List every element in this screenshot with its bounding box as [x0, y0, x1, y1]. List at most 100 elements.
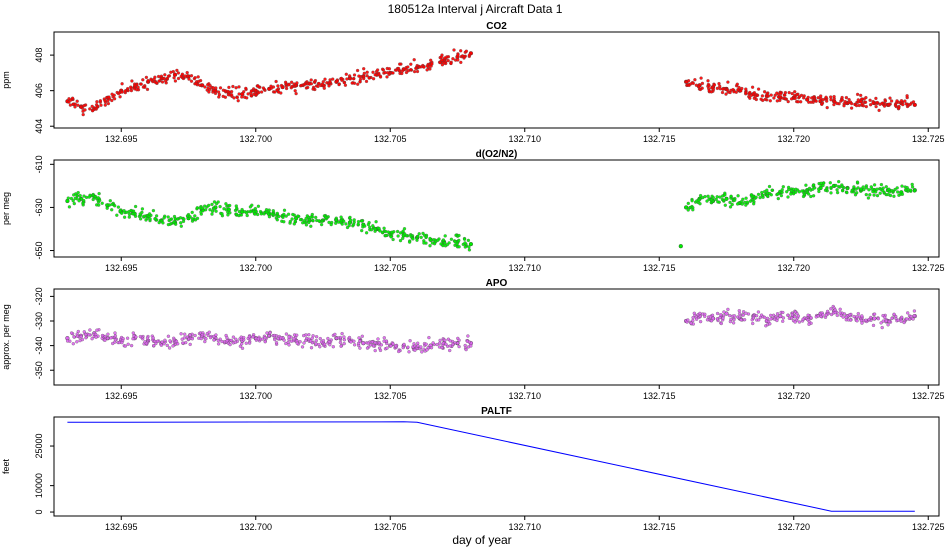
noise-point — [379, 343, 384, 347]
noise-point — [766, 94, 770, 98]
noise-point — [868, 193, 872, 197]
x-tick-label: 132.705 — [374, 134, 407, 144]
noise-point — [466, 334, 470, 338]
noise-point — [391, 342, 395, 346]
noise-point — [348, 77, 353, 81]
noise-point — [464, 49, 469, 53]
noise-point — [911, 100, 916, 104]
noise-point — [77, 199, 81, 203]
noise-point — [825, 105, 829, 110]
noise-point — [466, 238, 471, 243]
noise-point — [381, 68, 386, 72]
noise-point — [745, 200, 749, 204]
noise-point — [694, 317, 699, 321]
noise-point — [312, 80, 317, 84]
noise-point — [120, 340, 124, 345]
noise-point — [386, 71, 390, 75]
noise-point — [871, 323, 876, 328]
noise-point — [856, 186, 860, 190]
noise-point — [151, 336, 155, 340]
noise-point — [304, 223, 309, 227]
noise-point — [781, 185, 785, 189]
noise-point — [419, 235, 423, 240]
noise-point — [789, 316, 794, 320]
noise-point — [448, 348, 452, 353]
noise-point — [344, 72, 348, 76]
noise-point — [179, 74, 183, 79]
noise-point — [700, 81, 705, 86]
noise-point — [94, 335, 98, 339]
noise-point — [309, 346, 314, 350]
panel-title: d(O2/N2) — [476, 149, 518, 160]
noise-point — [362, 76, 366, 81]
noise-point — [272, 333, 277, 338]
noise-point — [371, 70, 375, 74]
noise-point — [208, 335, 213, 340]
noise-point — [900, 192, 905, 196]
noise-point — [254, 92, 258, 97]
noise-point — [371, 344, 376, 348]
noise-point — [905, 94, 909, 98]
noise-point — [145, 87, 150, 92]
noise-point — [109, 336, 113, 340]
noise-point — [726, 80, 730, 84]
noise-point — [758, 195, 762, 200]
noise-point — [868, 103, 873, 107]
noise-point — [751, 316, 756, 320]
noise-point — [188, 215, 192, 219]
noise-point — [883, 99, 888, 103]
noise-point — [126, 86, 130, 91]
noise-point — [144, 75, 149, 80]
noise-point — [203, 85, 207, 89]
noise-point — [71, 102, 75, 106]
noise-point — [295, 81, 299, 85]
noise-point — [362, 71, 366, 76]
noise-point — [382, 226, 386, 230]
noise-point — [83, 108, 87, 112]
noise-point — [443, 338, 447, 342]
noise-point — [84, 332, 88, 337]
noise-point — [403, 232, 407, 236]
noise-point — [811, 187, 815, 191]
noise-point — [87, 333, 91, 337]
series-line-altitude — [67, 421, 915, 512]
noise-point — [835, 313, 839, 318]
noise-point — [187, 77, 191, 81]
noise-point — [884, 185, 888, 189]
noise-point — [84, 195, 89, 200]
noise-point — [769, 313, 773, 318]
noise-point — [686, 79, 691, 83]
noise-point — [845, 190, 849, 195]
noise-point — [728, 200, 732, 205]
noise-point — [409, 68, 413, 72]
noise-point — [686, 201, 690, 206]
noise-point — [70, 96, 75, 100]
noise-point — [692, 311, 696, 315]
noise-point — [173, 79, 178, 83]
noise-point — [123, 344, 127, 348]
noise-point — [373, 348, 377, 353]
noise-point — [232, 96, 236, 100]
noise-point — [178, 216, 183, 220]
noise-point — [413, 348, 417, 352]
noise-point — [842, 104, 846, 108]
noise-point — [719, 321, 723, 326]
noise-point — [752, 202, 756, 206]
noise-point — [725, 88, 730, 92]
noise-point — [174, 222, 178, 226]
noise-point — [829, 98, 833, 102]
data-point — [683, 205, 689, 210]
noise-point — [81, 112, 85, 117]
noise-point — [739, 318, 743, 322]
noise-point — [736, 194, 740, 198]
plot-frame — [53, 159, 940, 258]
noise-point — [691, 208, 695, 212]
noise-point — [69, 331, 74, 335]
noise-point — [110, 98, 114, 103]
noise-point — [738, 314, 742, 319]
noise-point — [229, 89, 234, 94]
noise-point — [129, 343, 134, 348]
noise-point — [220, 212, 224, 216]
noise-point — [193, 214, 197, 218]
noise-point — [290, 84, 294, 89]
